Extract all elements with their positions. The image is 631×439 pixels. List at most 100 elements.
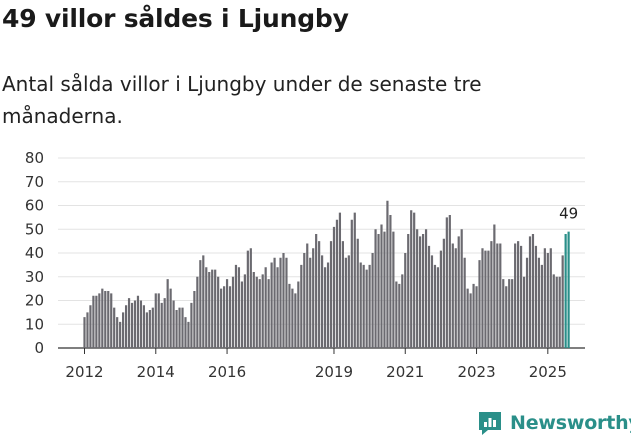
bar <box>493 224 496 348</box>
bar <box>421 234 425 348</box>
bar <box>205 267 208 348</box>
bar <box>537 257 541 348</box>
bar <box>413 212 416 349</box>
bar <box>234 264 238 349</box>
bar <box>356 238 359 348</box>
bar <box>469 293 472 349</box>
bar <box>291 288 294 349</box>
bar <box>564 234 567 348</box>
bar <box>142 305 145 348</box>
newsworthy-logo: Newsworthy <box>476 408 631 438</box>
y-tick-label: 0 <box>34 339 44 357</box>
bar <box>380 224 383 348</box>
bar <box>133 300 137 348</box>
bar <box>350 219 353 348</box>
bar <box>315 234 318 348</box>
y-tick-label: 10 <box>25 315 44 333</box>
bar <box>478 260 481 349</box>
bar <box>119 321 122 349</box>
bar <box>83 317 86 349</box>
bar <box>383 231 386 349</box>
x-tick-label: 2021 <box>386 363 424 381</box>
bar <box>448 215 451 348</box>
x-tick-label: 2019 <box>315 363 353 381</box>
bar <box>130 302 134 349</box>
bar <box>318 241 321 349</box>
bar <box>95 295 98 348</box>
bar <box>104 291 107 348</box>
bar <box>220 288 223 349</box>
bar <box>124 305 128 348</box>
bar <box>166 279 169 349</box>
bar <box>398 283 401 349</box>
bar <box>187 321 190 349</box>
bar <box>273 257 276 348</box>
bar <box>433 264 437 349</box>
bar <box>122 312 125 349</box>
bar <box>98 293 101 349</box>
bar <box>243 274 246 349</box>
bar <box>113 307 116 349</box>
bar <box>362 264 365 349</box>
bar <box>163 298 166 349</box>
bar <box>240 281 244 348</box>
bar <box>211 269 214 349</box>
bar <box>214 269 217 349</box>
bar <box>258 279 261 349</box>
x-tick-label: 2012 <box>65 363 103 381</box>
bar <box>276 267 279 348</box>
bar <box>490 241 493 349</box>
x-axis-ticks: 2012 2014 2016 2019 2021 2023 2025 <box>65 348 567 381</box>
bar <box>395 281 398 348</box>
chart-subtitle: Antal sålda villor i Ljungby under de se… <box>2 72 482 128</box>
bar <box>401 274 404 349</box>
bar <box>116 317 119 349</box>
bar <box>567 231 570 349</box>
bar <box>264 267 267 348</box>
y-tick-label: 40 <box>25 244 44 262</box>
bar <box>416 229 419 348</box>
bars <box>83 200 570 349</box>
bar <box>285 257 288 348</box>
bar <box>294 293 297 349</box>
bar <box>528 236 532 349</box>
bar <box>558 276 561 348</box>
bar <box>430 255 434 349</box>
bar <box>231 276 235 348</box>
bar <box>312 248 315 348</box>
x-tick-label: 2014 <box>137 363 175 381</box>
bar <box>540 264 543 349</box>
bar <box>157 293 160 349</box>
bar <box>546 253 549 348</box>
y-tick-label: 70 <box>25 173 44 191</box>
bar <box>329 241 333 349</box>
bar <box>511 279 514 349</box>
brand-name: Newsworthy <box>510 412 631 434</box>
bar <box>246 250 249 349</box>
bar <box>338 212 342 349</box>
bar <box>525 257 529 348</box>
bar <box>208 272 211 348</box>
bar <box>196 276 199 348</box>
bar <box>261 274 264 349</box>
bar <box>335 219 339 348</box>
bar <box>481 248 484 348</box>
y-tick-label: 30 <box>25 268 44 286</box>
x-tick-label: 2023 <box>457 363 495 381</box>
bar <box>252 272 255 348</box>
bar <box>514 243 517 348</box>
bar <box>454 248 457 348</box>
bar <box>359 262 362 348</box>
bar <box>555 276 558 348</box>
bar <box>371 253 374 348</box>
chart-title: 49 villor såldes i Ljungby <box>2 4 349 33</box>
bar <box>502 279 505 349</box>
bar <box>228 286 232 348</box>
bar <box>407 234 410 348</box>
bar <box>427 245 431 349</box>
bar <box>386 200 389 348</box>
bar <box>439 250 442 349</box>
newsworthy-icon <box>479 412 501 435</box>
bar <box>549 248 552 348</box>
bar <box>92 295 95 348</box>
